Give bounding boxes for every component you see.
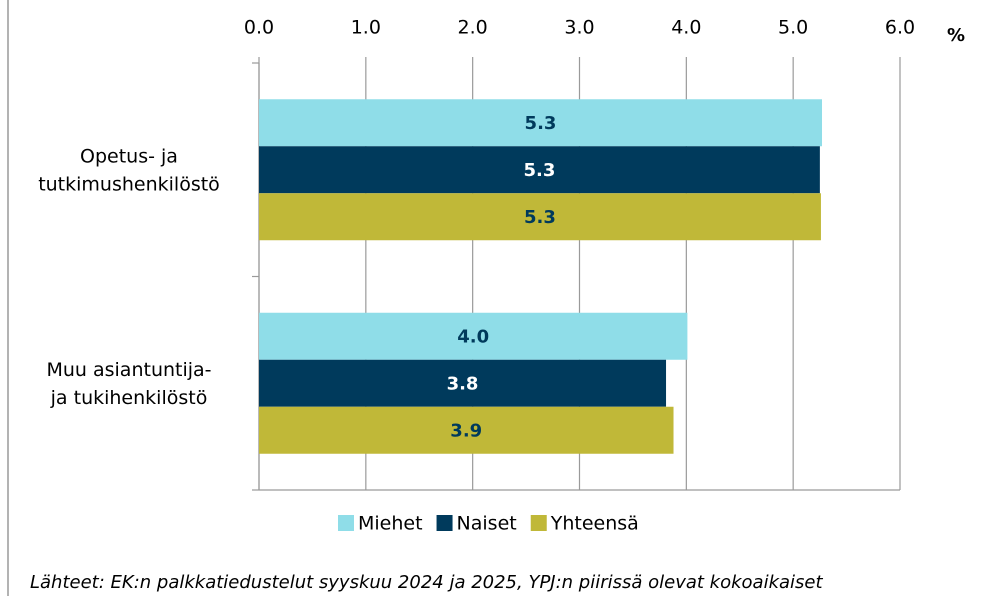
bar: [259, 99, 823, 147]
legend-label: Naiset: [457, 513, 517, 535]
x-tick-label: 0.0: [244, 17, 274, 39]
y-tick-label: ja tukihenkilöstö: [50, 387, 208, 409]
x-tick-label: 1.0: [351, 17, 381, 39]
bar: [259, 312, 688, 360]
legend-swatch: [338, 515, 354, 531]
y-tick-label: tutkimushenkilöstö: [38, 173, 220, 195]
x-tick-label: 5.0: [778, 17, 808, 39]
legend-swatch: [436, 515, 453, 531]
axis-unit: %: [947, 25, 965, 46]
data-label: 3.9: [450, 420, 482, 441]
y-tick-label: Muu asiantuntija-: [46, 359, 211, 381]
data-label: 3.8: [447, 373, 479, 394]
bar: [259, 193, 821, 241]
x-tick-label: 6.0: [885, 17, 915, 39]
legend-label: Yhteensä: [550, 513, 639, 535]
data-label: 5.3: [524, 207, 556, 228]
x-tick-label: 4.0: [671, 17, 701, 39]
bar: [259, 406, 674, 454]
source-note: Lähteet: EK:n palkkatiedustelut syyskuu …: [30, 572, 823, 593]
bar: [259, 146, 820, 194]
y-tick-label: Opetus- ja: [80, 145, 178, 167]
x-tick-label: 3.0: [564, 17, 594, 39]
legend-swatch: [530, 515, 547, 531]
data-label: 5.3: [523, 160, 555, 181]
legend-label: Miehet: [358, 513, 423, 535]
data-label: 4.0: [457, 326, 489, 347]
bar: [259, 359, 667, 407]
x-tick-label: 2.0: [458, 17, 488, 39]
data-label: 5.3: [525, 113, 557, 134]
